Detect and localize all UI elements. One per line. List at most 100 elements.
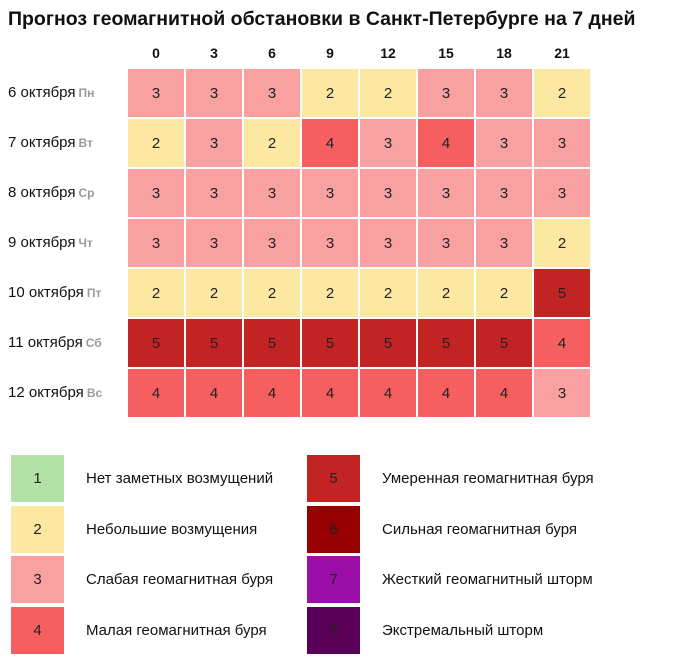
heatmap-cell: 3 xyxy=(359,118,417,168)
row-date: 6 октября xyxy=(8,84,76,101)
heatmap-cell: 4 xyxy=(185,368,243,418)
legend-label-5: Умеренная геомагнитная буря xyxy=(382,470,594,487)
heatmap-cell: 3 xyxy=(185,218,243,268)
heatmap-cell: 3 xyxy=(301,168,359,218)
legend-label-2: Небольшие возмущения xyxy=(86,521,258,538)
heatmap-cell: 2 xyxy=(127,268,185,318)
heatmap-cell: 2 xyxy=(127,118,185,168)
heatmap-cell: 3 xyxy=(359,218,417,268)
legend-label-1: Нет заметных возмущений xyxy=(86,470,274,487)
heatmap-cell: 4 xyxy=(127,368,185,418)
heatmap-cell: 3 xyxy=(127,218,185,268)
row-date: 9 октября xyxy=(8,234,76,251)
heatmap-cell: 3 xyxy=(185,68,243,118)
heatmap-cell: 3 xyxy=(475,218,533,268)
heatmap-cell: 3 xyxy=(127,168,185,218)
legend-swatch-5: 5 xyxy=(306,454,361,503)
legend-swatch-3: 3 xyxy=(10,555,65,604)
heatmap-cell: 3 xyxy=(359,168,417,218)
heatmap-cell: 5 xyxy=(359,318,417,368)
column-header-hour: 21 xyxy=(554,45,570,61)
heatmap-cell: 5 xyxy=(417,318,475,368)
legend-swatch-1: 1 xyxy=(10,454,65,503)
heatmap-cell: 2 xyxy=(359,268,417,318)
row-label: 8 октября Ср xyxy=(8,168,94,218)
page-title: Прогноз геомагнитной обстановки в Санкт-… xyxy=(8,8,636,30)
heatmap-cell: 5 xyxy=(475,318,533,368)
legend-swatch-7: 7 xyxy=(306,555,361,604)
heatmap-cell: 2 xyxy=(417,268,475,318)
legend-label-3: Слабая геомагнитная буря xyxy=(86,571,274,588)
heatmap-cell: 2 xyxy=(533,218,591,268)
heatmap-cell: 3 xyxy=(475,118,533,168)
column-header-hour: 18 xyxy=(496,45,512,61)
row-date: 7 октября xyxy=(8,134,76,151)
heatmap-cell: 3 xyxy=(417,168,475,218)
heatmap-cell: 2 xyxy=(185,268,243,318)
row-weekday: Вт xyxy=(78,136,93,150)
heatmap-cell: 2 xyxy=(243,118,301,168)
row-label: 6 октября Пн xyxy=(8,68,94,118)
row-label: 9 октября Чт xyxy=(8,218,93,268)
column-header-hour: 12 xyxy=(380,45,396,61)
heatmap-cell: 4 xyxy=(301,368,359,418)
legend-swatch-6: 6 xyxy=(306,505,361,554)
heatmap-cell: 5 xyxy=(127,318,185,368)
row-weekday: Ср xyxy=(78,186,95,200)
heatmap-cell: 3 xyxy=(243,168,301,218)
heatmap-cell: 3 xyxy=(243,68,301,118)
heatmap-cell: 2 xyxy=(359,68,417,118)
row-weekday: Пт xyxy=(86,286,102,300)
heatmap-cell: 3 xyxy=(533,168,591,218)
heatmap-cell: 4 xyxy=(417,118,475,168)
legend-swatch-2: 2 xyxy=(10,505,65,554)
legend-label-8: Экстремальный шторм xyxy=(382,622,544,639)
heatmap-cell: 5 xyxy=(185,318,243,368)
legend-label-6: Сильная геомагнитная буря xyxy=(382,521,577,538)
row-label: 12 октября Вс xyxy=(8,368,102,418)
heatmap-cell: 5 xyxy=(533,268,591,318)
heatmap-cell: 3 xyxy=(475,168,533,218)
row-date: 10 октября xyxy=(8,284,84,301)
legend-label-4: Малая геомагнитная буря xyxy=(86,622,267,639)
row-label: 11 октября Сб xyxy=(8,318,102,368)
heatmap-cell: 3 xyxy=(185,168,243,218)
heatmap-cell: 4 xyxy=(533,318,591,368)
row-date: 11 октября xyxy=(8,334,83,351)
heatmap-cell: 2 xyxy=(475,268,533,318)
row-label: 7 октября Вт xyxy=(8,118,93,168)
heatmap-cell: 4 xyxy=(301,118,359,168)
heatmap-cell: 4 xyxy=(359,368,417,418)
heatmap-cell: 3 xyxy=(533,368,591,418)
heatmap-cell: 3 xyxy=(243,218,301,268)
column-header-hour: 9 xyxy=(326,45,334,61)
heatmap-cell: 3 xyxy=(533,118,591,168)
heatmap-cell: 3 xyxy=(475,68,533,118)
heatmap-cell: 5 xyxy=(243,318,301,368)
heatmap-cell: 2 xyxy=(301,68,359,118)
row-label: 10 октября Пт xyxy=(8,268,101,318)
heatmap-cell: 2 xyxy=(533,68,591,118)
row-weekday: Сб xyxy=(85,336,102,350)
heatmap-cell: 4 xyxy=(475,368,533,418)
heatmap-cell: 4 xyxy=(243,368,301,418)
column-header-hour: 0 xyxy=(152,45,160,61)
row-weekday: Пн xyxy=(78,86,95,100)
heatmap-cell: 4 xyxy=(417,368,475,418)
legend-swatch-8: 8 xyxy=(306,606,361,655)
heatmap-cell: 2 xyxy=(301,268,359,318)
row-weekday: Вс xyxy=(86,386,103,400)
row-date: 12 октября xyxy=(8,384,84,401)
column-header-hour: 6 xyxy=(268,45,276,61)
column-header-hour: 15 xyxy=(438,45,454,61)
column-header-hour: 3 xyxy=(210,45,218,61)
heatmap-cell: 3 xyxy=(417,68,475,118)
heatmap-cell: 3 xyxy=(417,218,475,268)
row-weekday: Чт xyxy=(78,236,93,250)
heatmap-cell: 3 xyxy=(185,118,243,168)
heatmap-cell: 2 xyxy=(243,268,301,318)
heatmap-cell: 3 xyxy=(301,218,359,268)
legend-swatch-4: 4 xyxy=(10,606,65,655)
heatmap-cell: 5 xyxy=(301,318,359,368)
